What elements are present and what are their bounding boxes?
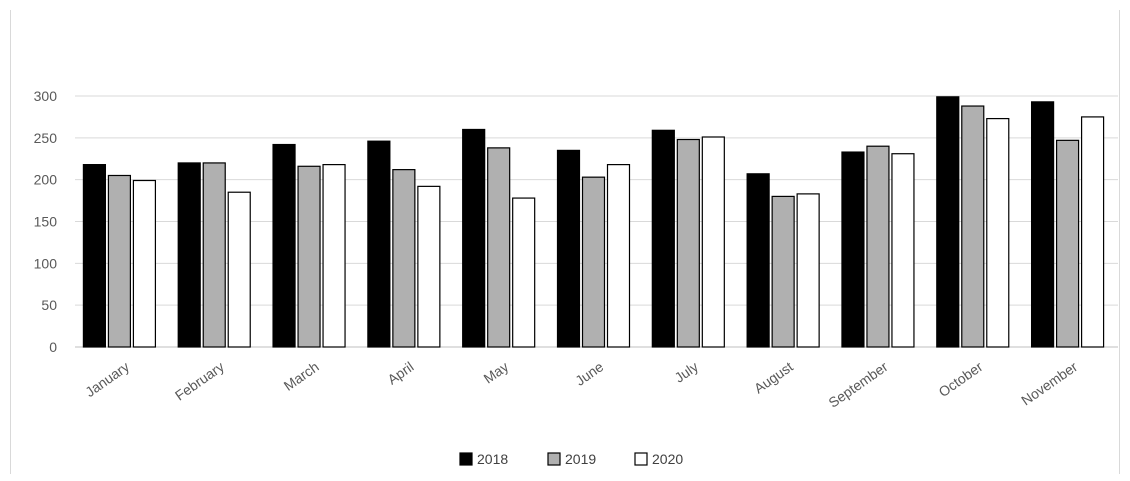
bar-2018-september bbox=[841, 151, 865, 348]
bar-2019-march bbox=[297, 165, 321, 348]
y-tick-label: 250 bbox=[34, 130, 58, 146]
x-tick-label: September bbox=[825, 358, 891, 411]
bar-2018-november bbox=[1030, 101, 1055, 348]
bar-2020-june bbox=[606, 164, 631, 348]
x-tick-label: October bbox=[936, 358, 986, 400]
bar-2020-august bbox=[796, 193, 820, 348]
legend-swatch-2020 bbox=[634, 452, 648, 466]
y-tick-label: 0 bbox=[49, 339, 57, 355]
y-tick-label: 150 bbox=[34, 214, 58, 230]
x-tick-label: March bbox=[281, 358, 322, 393]
x-tick-label: February bbox=[172, 358, 227, 403]
bar-2019-february bbox=[202, 162, 226, 348]
x-tick-label: May bbox=[481, 358, 512, 386]
bar-2020-october bbox=[986, 117, 1010, 348]
bar-2018-march bbox=[272, 143, 296, 348]
bar-2018-july bbox=[651, 129, 675, 348]
bar-2020-february bbox=[227, 191, 251, 348]
chart-frame bbox=[10, 10, 1120, 474]
x-tick-label: July bbox=[671, 358, 701, 385]
bar-2020-september bbox=[891, 153, 915, 348]
y-tick-label: 100 bbox=[34, 255, 58, 271]
bar-2018-february bbox=[177, 162, 201, 348]
bar-2020-may bbox=[512, 197, 536, 348]
bar-2018-october bbox=[936, 96, 960, 348]
bar-2019-september bbox=[866, 145, 890, 348]
bar-2019-june bbox=[581, 176, 606, 348]
legend-label-2020: 2020 bbox=[652, 451, 683, 467]
x-tick-label: November bbox=[1018, 358, 1080, 408]
bar-2020-november bbox=[1080, 116, 1105, 348]
x-tick-label: August bbox=[751, 358, 796, 396]
bar-2019-april bbox=[392, 169, 416, 348]
y-tick-label: 300 bbox=[34, 88, 58, 104]
bar-2018-june bbox=[556, 149, 581, 348]
x-tick-label: June bbox=[572, 358, 606, 389]
bar-2019-november bbox=[1055, 139, 1080, 348]
y-tick-label: 50 bbox=[41, 297, 57, 313]
bar-2018-august bbox=[746, 173, 770, 348]
x-tick-label: January bbox=[82, 358, 132, 400]
bar-2019-october bbox=[961, 105, 985, 348]
bar-2018-may bbox=[462, 128, 486, 348]
bar-2020-march bbox=[322, 164, 346, 348]
bar-2018-january bbox=[82, 164, 107, 348]
legend-swatch-2018 bbox=[459, 452, 473, 466]
x-tick-label: April bbox=[384, 358, 416, 387]
legend-label-2019: 2019 bbox=[565, 451, 596, 467]
bar-2019-july bbox=[676, 138, 700, 348]
bar-2020-january bbox=[132, 179, 157, 348]
legend-label-2018: 2018 bbox=[477, 451, 508, 467]
bar-2019-january bbox=[107, 174, 132, 348]
y-tick-label: 200 bbox=[34, 172, 58, 188]
bar-2019-august bbox=[771, 195, 795, 348]
legend-swatch-2019 bbox=[547, 452, 561, 466]
bar-2020-april bbox=[417, 185, 441, 348]
bar-2018-april bbox=[367, 140, 391, 348]
bar-2019-may bbox=[487, 147, 511, 348]
bar-2020-july bbox=[701, 136, 725, 348]
